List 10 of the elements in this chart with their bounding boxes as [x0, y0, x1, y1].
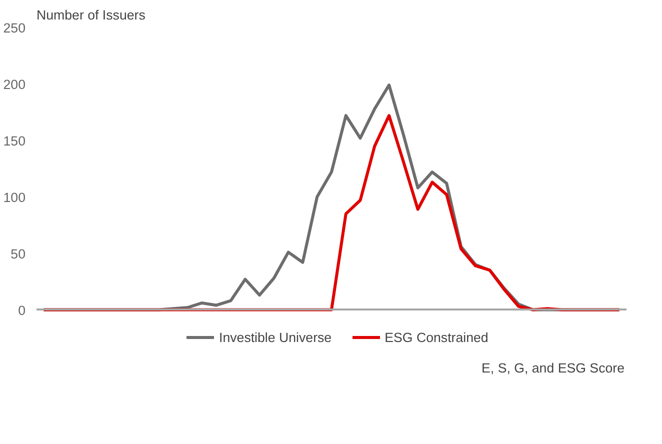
y-tick-label: 50: [10, 246, 26, 262]
y-tick-label: 200: [3, 76, 26, 92]
y-tick-label: 0: [18, 302, 26, 318]
y-tick-label: 100: [3, 190, 26, 205]
y-tick-label: 250: [3, 20, 26, 36]
y-tick-label: 150: [3, 133, 26, 148]
x-axis-title: E, S, G, and ESG Score: [482, 360, 625, 376]
legend-label: ESG Constrained: [384, 330, 488, 344]
legend-label: Investible Universe: [219, 330, 332, 344]
y-axis-title: Number of Issuers: [36, 8, 146, 22]
